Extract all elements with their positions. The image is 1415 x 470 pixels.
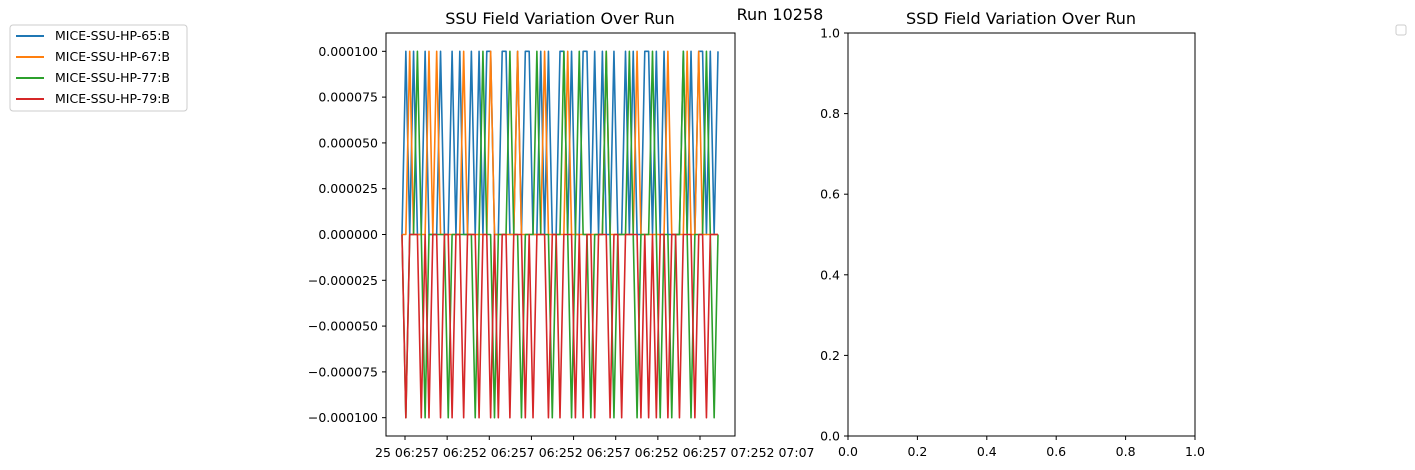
ssu-y-tick-label: 0.000075: [318, 90, 378, 105]
ssu-chart: SSU Field Variation Over Run 0.0001000.0…: [308, 9, 815, 460]
ssu-y-tick-label: 0.000000: [318, 227, 378, 242]
ssu-series-line-0: [401, 50, 719, 236]
ssu-x-axis-ticks: [404, 436, 701, 440]
ssd-x-tick-label: 1.0: [1185, 444, 1205, 459]
ssd-x-tick-label: 0.0: [838, 444, 858, 459]
ssd-empty-legend: [1395, 24, 1407, 36]
ssu-y-tick-label: −0.000050: [308, 319, 378, 334]
ssd-y-tick-label: 0.2: [820, 348, 840, 363]
ssu-series-line-2: [401, 50, 719, 419]
ssu-y-tick-label: −0.000100: [308, 410, 378, 425]
legend-entry-0: MICE-SSU-HP-65:B: [16, 28, 170, 43]
ssd-plot-frame: [847, 32, 1196, 437]
ssd-x-tick-label: 0.6: [1046, 444, 1066, 459]
ssd-y-tick-label: 0.6: [820, 187, 840, 202]
legend-label-0: MICE-SSU-HP-65:B: [55, 28, 170, 43]
ssd-chart: SSD Field Variation Over Run 0.00.20.40.…: [820, 9, 1407, 459]
ssd-x-tick-label: 0.4: [977, 444, 997, 459]
legend-entry-2: MICE-SSU-HP-77:B: [16, 70, 170, 85]
figure-suptitle: Run 10258: [737, 5, 824, 24]
legend-label-2: MICE-SSU-HP-77:B: [55, 70, 170, 85]
legend-label-3: MICE-SSU-HP-79:B: [55, 91, 170, 106]
ssd-x-tick-label: 0.2: [907, 444, 927, 459]
ssd-y-tick-label: 0.0: [820, 429, 840, 444]
legend-entry-3: MICE-SSU-HP-79:B: [16, 91, 170, 106]
ssd-x-tick-label: 0.8: [1116, 444, 1136, 459]
ssd-chart-title: SSD Field Variation Over Run: [906, 9, 1136, 28]
ssu-plot-frame: [385, 32, 736, 437]
legend-label-1: MICE-SSU-HP-67:B: [55, 49, 170, 64]
ssd-y-tick-label: 1.0: [820, 26, 840, 41]
legend-entry-1: MICE-SSU-HP-67:B: [16, 49, 170, 64]
ssu-y-tick-label: 0.000025: [318, 181, 378, 196]
ssu-series-group: [401, 50, 719, 419]
ssd-y-tick-label: 0.8: [820, 106, 840, 121]
ssu-y-axis-ticks: 0.000100 0.000075 0.000050 0.000025 0.000000…: [308, 44, 386, 425]
ssd-y-tick-label: 0.4: [820, 267, 840, 282]
ssu-x-tick-labels: 25 06:257 06:252 06:257 06:252 06:257 06…: [375, 445, 815, 460]
ssu-chart-title: SSU Field Variation Over Run: [445, 9, 674, 28]
ssd-x-axis-ticks: 0.0 0.2 0.4 0.6 0.8 1.0: [838, 436, 1205, 459]
ssu-y-tick-label: 0.000050: [318, 135, 378, 150]
legend: MICE-SSU-HP-65:B MICE-SSU-HP-67:B MICE-S…: [9, 24, 188, 112]
ssu-series-line-3: [401, 233, 718, 419]
legend-frame: [9, 24, 188, 112]
ssu-y-tick-label: −0.000025: [308, 273, 378, 288]
ssu-y-tick-label: −0.000075: [308, 364, 378, 379]
ssd-y-axis-ticks: 0.0 0.2 0.4 0.6 0.8 1.0: [820, 26, 848, 444]
ssu-y-tick-label: 0.000100: [318, 44, 378, 59]
